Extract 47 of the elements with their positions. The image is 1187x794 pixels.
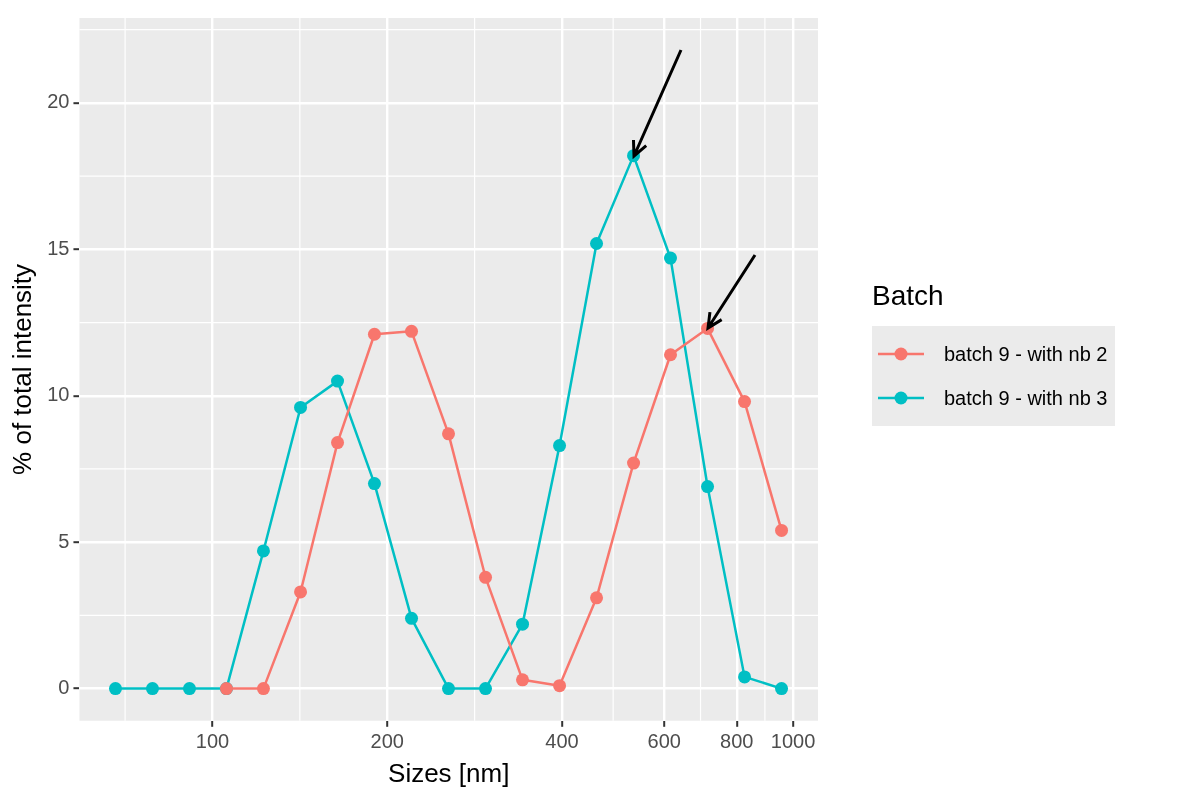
- y-axis-title: % of total intensity: [6, 263, 37, 475]
- point: [256, 682, 270, 696]
- point: [738, 395, 752, 409]
- point: [367, 327, 381, 341]
- legend-label: batch 9 - with nb 3: [944, 386, 1108, 410]
- point: [479, 570, 492, 584]
- legend-title: Batch: [872, 280, 945, 312]
- point: [590, 236, 604, 250]
- point: [516, 673, 530, 687]
- point: [664, 251, 678, 265]
- point: [627, 456, 641, 470]
- x-tick-label: 600: [647, 730, 681, 753]
- x-axis-title: Sizes [nm]: [388, 757, 510, 788]
- point: [664, 348, 678, 362]
- point: [516, 617, 530, 631]
- point: [405, 611, 419, 625]
- point: [701, 480, 715, 494]
- x-tick-label: 400: [545, 730, 579, 753]
- x-tick-label: 800: [720, 730, 754, 753]
- point: [182, 682, 196, 696]
- y-tick-label: 10: [47, 383, 70, 406]
- point: [256, 544, 270, 558]
- point: [442, 682, 456, 696]
- point: [479, 682, 492, 696]
- point: [145, 682, 159, 696]
- point: [775, 523, 789, 537]
- legend-label: batch 9 - with nb 2: [944, 342, 1108, 366]
- point: [590, 591, 604, 605]
- y-tick-label: 20: [47, 90, 70, 113]
- x-tick-label: 200: [370, 730, 404, 753]
- y-tick-label: 5: [58, 529, 70, 552]
- point: [331, 374, 345, 388]
- point: [405, 324, 419, 338]
- x-tick-label: 1000: [770, 730, 816, 753]
- x-tick-label: 100: [195, 730, 230, 753]
- point: [367, 477, 381, 491]
- point: [108, 682, 122, 696]
- point: [553, 439, 567, 453]
- point: [553, 679, 567, 693]
- point: [294, 400, 308, 414]
- point: [294, 585, 308, 599]
- point: [331, 436, 345, 450]
- y-tick-label: 0: [58, 676, 70, 699]
- y-tick-label: 15: [47, 236, 70, 259]
- point: [442, 427, 456, 441]
- point: [775, 682, 789, 696]
- point: [738, 670, 752, 684]
